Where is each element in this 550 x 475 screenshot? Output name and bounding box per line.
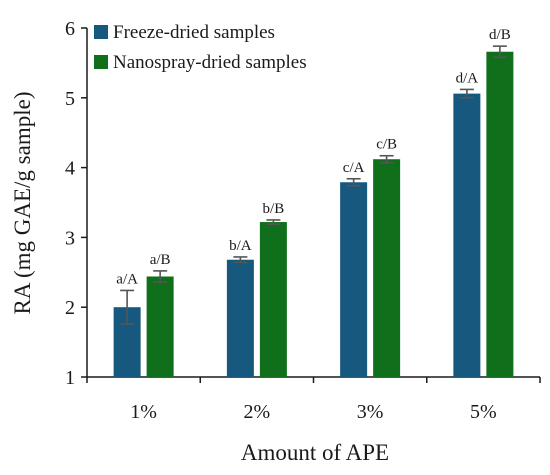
legend-label: Freeze-dried samples <box>113 22 275 43</box>
legend-swatch <box>94 55 108 69</box>
y-axis: 1 2 3 4 5 6 <box>65 18 88 389</box>
bar-labels: a/A a/B b/A b/B c/A c/B d/A d/B <box>116 27 510 287</box>
x-axis: 1% 2% 3% 5% <box>86 376 541 423</box>
bar <box>373 159 401 377</box>
y-tick-label: 4 <box>65 158 75 180</box>
bar <box>340 182 368 377</box>
bar-data-label: a/B <box>150 252 171 268</box>
bar-data-label: b/B <box>263 201 285 217</box>
bar <box>146 276 174 377</box>
x-tick-label: 5% <box>470 401 497 423</box>
bar-data-label: d/B <box>489 27 511 43</box>
x-tick-label: 2% <box>244 401 271 423</box>
y-tick-label: 2 <box>65 297 75 319</box>
y-tick-label: 5 <box>65 88 75 110</box>
bar <box>486 51 514 378</box>
x-tick-label: 3% <box>357 401 384 423</box>
bar-data-label: a/A <box>116 271 138 287</box>
bar <box>226 259 254 377</box>
legend-label: Nanospray-dried samples <box>113 52 307 73</box>
bar-data-label: d/A <box>456 70 479 86</box>
bar-data-label: c/B <box>376 137 397 153</box>
y-tick-label: 6 <box>65 18 75 40</box>
x-tick-label: 1% <box>130 401 157 423</box>
legend-swatch <box>94 25 108 39</box>
y-axis-title: RA (mg GAE/g sample) <box>10 92 35 315</box>
error-bars <box>120 45 507 325</box>
x-axis-title: Amount of APE <box>241 440 389 465</box>
bar-data-label: c/A <box>343 160 365 176</box>
bars <box>113 51 514 378</box>
y-tick-label: 1 <box>65 367 75 389</box>
bar <box>453 93 481 377</box>
bar-data-label: b/A <box>229 238 252 254</box>
y-tick-label: 3 <box>65 227 75 249</box>
bar <box>259 222 287 377</box>
legend: Freeze-dried samples Nanospray-dried samp… <box>94 22 307 73</box>
